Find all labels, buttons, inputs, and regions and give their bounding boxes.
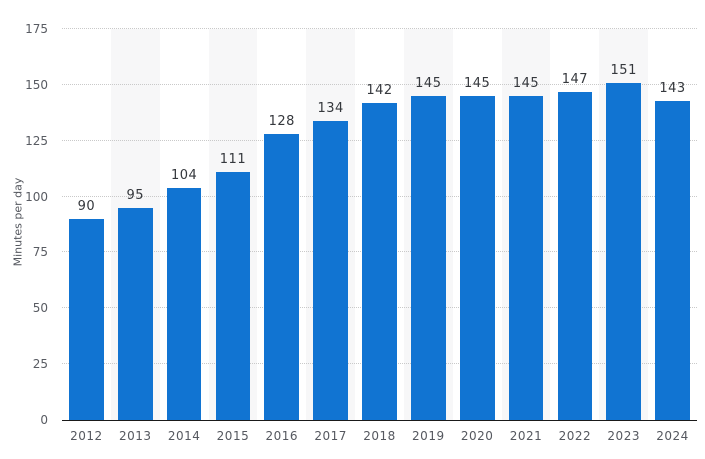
y-tick-label-125: 125	[25, 133, 48, 148]
value-label-2018: 142	[366, 82, 393, 98]
column-2015: 111	[209, 29, 258, 420]
value-label-2016: 128	[268, 114, 295, 130]
y-tick-label-25: 25	[32, 357, 48, 372]
y-tick-label-175: 175	[25, 22, 48, 36]
bar-2018[interactable]	[362, 102, 397, 420]
column-2024: 143	[648, 29, 697, 420]
bars-layer: 90 95 104 111 128 134 142 145 145 145 147 151 143	[62, 29, 697, 420]
column-2012: 90	[62, 29, 111, 420]
column-2014: 104	[160, 29, 209, 420]
bar-2020[interactable]	[459, 96, 495, 420]
bar-2013[interactable]	[117, 207, 153, 420]
value-label-2017: 134	[317, 100, 344, 116]
x-tick-label-2023: 2023	[607, 429, 640, 443]
x-tick-label-2015: 2015	[216, 429, 250, 443]
value-label-2022: 147	[561, 71, 589, 87]
value-label-2023: 151	[610, 62, 637, 78]
bar-2017[interactable]	[313, 120, 348, 420]
column-2019: 145	[404, 29, 453, 420]
column-2020: 145	[453, 29, 502, 420]
bar-2014[interactable]	[166, 187, 202, 420]
bar-2015[interactable]	[215, 172, 251, 420]
column-2022: 147	[550, 29, 599, 420]
x-tick-label-2017: 2017	[314, 429, 347, 443]
y-axis-ticks: 0 25 50 75 100 125 150 175	[0, 22, 48, 427]
y-tick-label-150: 150	[25, 77, 48, 92]
x-tick-label-2014: 2014	[167, 429, 201, 443]
plot-area: 90 95 104 111 128 134 142 145 145 145 147 151 143	[62, 28, 697, 421]
y-tick-label-50: 50	[32, 301, 48, 316]
y-tick-label-0: 0	[40, 413, 48, 427]
x-tick-label-2018: 2018	[363, 429, 396, 443]
x-tick-label-2019: 2019	[412, 429, 445, 443]
x-tick-label-2016: 2016	[265, 429, 299, 443]
y-tick-label-100: 100	[25, 189, 48, 204]
bar-2021[interactable]	[508, 96, 544, 420]
x-tick-label-2024: 2024	[656, 429, 689, 443]
x-tick-label-2022: 2022	[558, 429, 592, 443]
gridline-150	[62, 83, 697, 85]
value-label-2015: 111	[219, 152, 247, 167]
column-2023: 151	[599, 29, 648, 420]
column-2021: 145	[502, 29, 551, 420]
value-label-2021: 145	[512, 76, 540, 92]
x-tick-label-2020: 2020	[460, 429, 494, 443]
bar-2024[interactable]	[655, 100, 690, 420]
value-label-2020: 145	[464, 76, 491, 92]
x-tick-label-2012: 2012	[70, 429, 103, 443]
bar-2022[interactable]	[557, 91, 593, 420]
value-label-2013: 95	[126, 187, 145, 203]
x-axis-ticks: 2012 2013 2014 2015 2016 2017 2018 2019 2020 2021…	[62, 428, 697, 444]
column-2018: 142	[355, 29, 404, 420]
value-label-2019: 145	[415, 76, 442, 92]
value-label-2014: 104	[170, 167, 198, 183]
x-tick-label-2021: 2021	[509, 429, 543, 443]
column-2013: 95	[111, 29, 160, 420]
column-2017: 134	[306, 29, 355, 420]
bar-2023[interactable]	[606, 82, 642, 420]
bar-2012[interactable]	[69, 218, 104, 420]
column-2016: 128	[257, 29, 306, 420]
y-tick-label-75: 75	[32, 245, 48, 260]
value-label-2012: 90	[77, 198, 96, 214]
gridline-175	[62, 28, 697, 29]
bar-2019[interactable]	[410, 96, 446, 420]
value-label-2024: 143	[659, 80, 686, 96]
x-tick-label-2013: 2013	[118, 429, 152, 443]
bar-2016[interactable]	[264, 134, 300, 420]
